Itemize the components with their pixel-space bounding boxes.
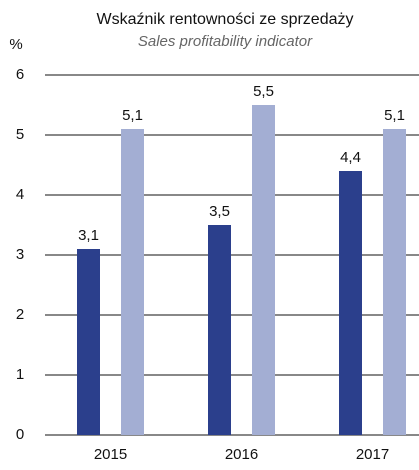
chart-subtitle: Sales profitability indicator xyxy=(138,33,313,50)
bar xyxy=(121,129,144,435)
bar xyxy=(339,171,362,435)
y-tick-label: 2 xyxy=(16,306,24,323)
y-tick-label: 0 xyxy=(16,426,24,443)
chart-title: Wskaźnik rentowności ze sprzedaży xyxy=(97,11,354,28)
data-label: 5,5 xyxy=(253,83,274,100)
y-axis-label: % xyxy=(9,36,22,53)
data-label: 3,1 xyxy=(78,227,99,244)
bar xyxy=(77,249,100,435)
y-tick-label: 4 xyxy=(16,186,24,203)
y-tick-label: 6 xyxy=(16,66,24,83)
x-tick-label: 2015 xyxy=(94,446,127,463)
bar xyxy=(208,225,231,435)
bar xyxy=(383,129,406,435)
y-tick-label: 1 xyxy=(16,366,24,383)
bar xyxy=(252,105,275,435)
data-label: 4,4 xyxy=(340,149,361,166)
x-tick-label: 2017 xyxy=(356,446,389,463)
y-tick-label: 5 xyxy=(16,126,24,143)
data-label: 5,1 xyxy=(122,107,143,124)
data-label: 5,1 xyxy=(384,107,405,124)
data-label: 3,5 xyxy=(209,203,230,220)
y-tick-label: 3 xyxy=(16,246,24,263)
x-tick-label: 2016 xyxy=(225,446,258,463)
